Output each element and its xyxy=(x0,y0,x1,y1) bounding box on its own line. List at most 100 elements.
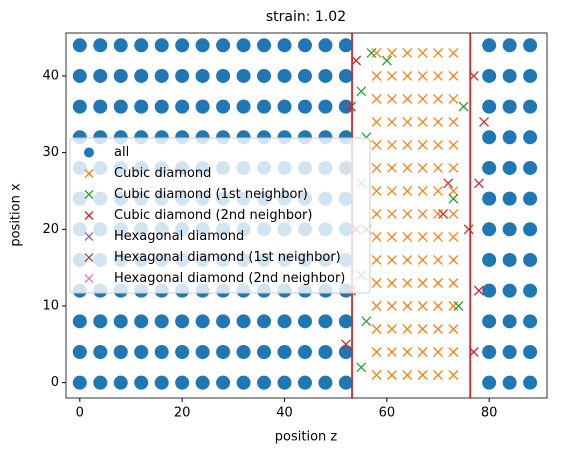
legend-label: Cubic diamond (2nd neighbor) xyxy=(114,208,312,223)
point xyxy=(297,68,312,83)
point xyxy=(216,344,231,359)
cross-point xyxy=(386,70,397,81)
cross-point xyxy=(473,285,484,296)
cross-point xyxy=(417,209,428,219)
point xyxy=(318,344,333,359)
cross-point xyxy=(386,186,397,196)
point xyxy=(502,130,517,145)
cross-point xyxy=(448,301,459,311)
cross-point xyxy=(433,347,443,357)
point xyxy=(175,375,190,390)
point xyxy=(72,68,87,83)
x-tick-label: 0 xyxy=(76,406,84,421)
cross-point xyxy=(402,301,413,311)
chart-title: strain: 1.02 xyxy=(266,9,346,25)
cross-point xyxy=(433,370,443,380)
cross-point xyxy=(417,232,428,242)
cross-point xyxy=(351,55,362,66)
cross-point xyxy=(402,139,413,150)
cross-point xyxy=(386,47,397,58)
cross-point xyxy=(473,178,484,189)
cross-point xyxy=(443,178,454,189)
cross-point xyxy=(417,70,428,81)
cross-point xyxy=(371,324,382,334)
cross-point xyxy=(402,209,413,219)
cross-point xyxy=(448,116,459,127)
cross-point xyxy=(402,70,413,81)
cross-point xyxy=(458,101,469,112)
point xyxy=(482,99,497,114)
point xyxy=(523,375,538,390)
point xyxy=(338,99,353,114)
point xyxy=(175,38,190,53)
cross-point xyxy=(371,209,382,219)
point xyxy=(523,252,538,267)
point xyxy=(482,252,497,267)
point xyxy=(297,344,312,359)
point xyxy=(277,344,292,359)
cross-point xyxy=(371,278,382,288)
point xyxy=(93,344,108,359)
cross-point xyxy=(371,70,382,81)
point xyxy=(277,314,292,329)
point xyxy=(134,68,149,83)
cross-point xyxy=(386,93,397,104)
point xyxy=(154,38,169,53)
point xyxy=(523,222,538,237)
cross-point xyxy=(402,47,413,58)
point xyxy=(482,314,497,329)
point xyxy=(216,68,231,83)
point xyxy=(236,38,251,53)
point xyxy=(236,99,251,114)
point xyxy=(195,344,210,359)
point xyxy=(195,68,210,83)
cross-point xyxy=(433,232,443,242)
point xyxy=(195,99,210,114)
y-tick-label: 20 xyxy=(42,222,59,237)
cross-point xyxy=(448,193,459,204)
y-tick-label: 30 xyxy=(42,145,59,160)
x-tick-label: 20 xyxy=(174,406,191,421)
point xyxy=(154,68,169,83)
point xyxy=(502,222,517,237)
point xyxy=(134,314,149,329)
y-tick-label: 10 xyxy=(42,298,59,313)
point xyxy=(195,38,210,53)
point xyxy=(257,38,272,53)
legend-marker xyxy=(84,190,94,199)
point xyxy=(257,314,272,329)
cross-point xyxy=(402,278,413,288)
cross-point xyxy=(402,93,413,104)
cross-point xyxy=(433,301,443,311)
legend-marker xyxy=(84,147,94,158)
point xyxy=(113,344,128,359)
point xyxy=(338,68,353,83)
point xyxy=(216,375,231,390)
point xyxy=(113,375,128,390)
point xyxy=(502,283,517,298)
point xyxy=(338,314,353,329)
point xyxy=(482,375,497,390)
cross-point xyxy=(371,255,382,265)
point xyxy=(93,99,108,114)
point xyxy=(216,38,231,53)
legend-label: Hexagonal diamond xyxy=(114,229,244,244)
point xyxy=(482,160,497,175)
point xyxy=(257,99,272,114)
cross-point xyxy=(417,301,428,311)
point xyxy=(318,38,333,53)
cross-point xyxy=(433,186,443,196)
point xyxy=(257,68,272,83)
point xyxy=(277,99,292,114)
point xyxy=(195,375,210,390)
point xyxy=(257,344,272,359)
cross-point xyxy=(448,278,459,288)
point xyxy=(216,99,231,114)
cross-point xyxy=(371,186,382,196)
cross-point xyxy=(453,301,464,311)
legend-label: Hexagonal diamond (2nd neighbor) xyxy=(114,271,345,286)
cross-point xyxy=(417,162,428,173)
point xyxy=(297,375,312,390)
legend-marker xyxy=(84,274,94,283)
point xyxy=(523,344,538,359)
